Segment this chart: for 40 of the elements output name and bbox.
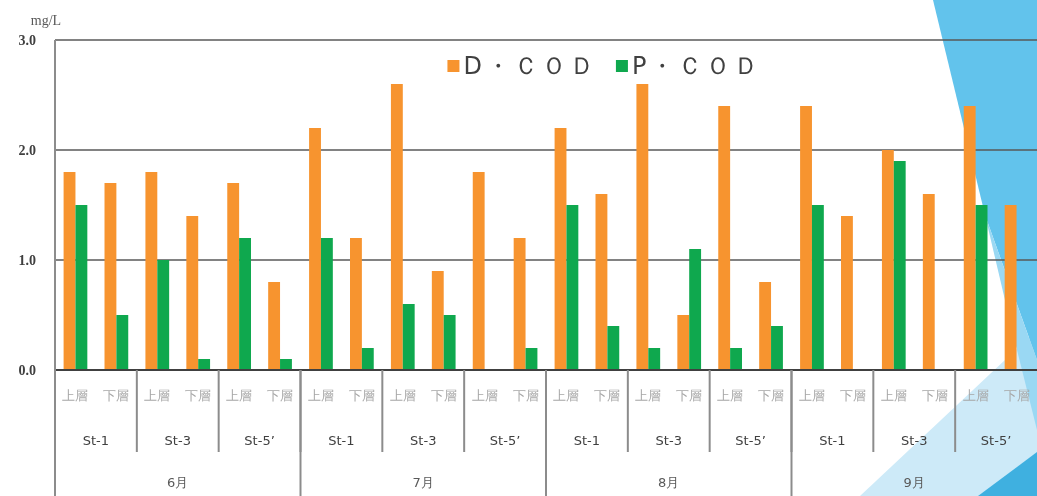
text: St-5’ <box>244 432 275 448</box>
text: St-3 <box>164 432 191 448</box>
x-tick-label: 上層 <box>635 387 662 403</box>
y-axis-title: mg/L <box>30 12 62 28</box>
x-tick-label: 上層 <box>62 387 89 403</box>
x-tick-label: 下層 <box>758 387 785 403</box>
text: St-1 <box>819 432 846 448</box>
x-tick-label: 上層 <box>798 387 825 403</box>
text: 7月 <box>412 474 434 490</box>
x-tick-label: 上層 <box>471 387 498 403</box>
x-tick-label: 下層 <box>430 387 457 403</box>
x-tick-label: 上層 <box>307 387 334 403</box>
x-tick-label: 上層 <box>553 387 580 403</box>
x-tick-label: 上層 <box>144 387 171 403</box>
x-tick-label: 下層 <box>103 387 130 403</box>
x-tick-label: 下層 <box>185 387 212 403</box>
text: St-1 <box>573 432 601 448</box>
x-tick-label: 上層 <box>389 387 416 403</box>
legend-label: P・ＣＯＤ <box>631 52 763 80</box>
y-tick-label: 2.0 <box>18 142 36 158</box>
x-tick-label: 下層 <box>512 387 539 403</box>
text: St-1 <box>82 432 110 448</box>
y-tick-label: 0.0 <box>18 362 36 378</box>
y-tick-label: 3.0 <box>18 32 36 48</box>
text: 8月 <box>658 474 680 490</box>
text: St-3 <box>655 432 682 448</box>
text: St-5’ <box>735 432 766 448</box>
text: St-5’ <box>489 432 521 448</box>
x-tick-label: 下層 <box>348 387 375 403</box>
text: St-1 <box>328 432 355 448</box>
x-tick-label: 上層 <box>717 387 744 403</box>
x-tick-label: 上層 <box>226 387 253 403</box>
text: St-3 <box>410 432 437 448</box>
legend-label: D・ＣＯＤ <box>463 52 598 80</box>
x-tick-label: 下層 <box>594 387 621 403</box>
y-tick-label: 1.0 <box>18 252 36 268</box>
x-tick-label: 下層 <box>839 387 866 403</box>
x-tick-label: 下層 <box>267 387 294 403</box>
text: 6月 <box>167 474 189 490</box>
x-tick-label: 下層 <box>676 387 703 403</box>
